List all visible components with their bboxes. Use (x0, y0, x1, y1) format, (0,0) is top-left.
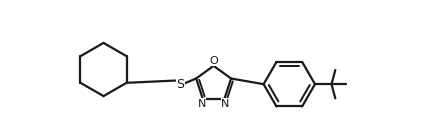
Text: S: S (176, 78, 184, 91)
Text: N: N (221, 99, 229, 109)
Text: N: N (198, 99, 206, 109)
Text: O: O (209, 56, 218, 66)
